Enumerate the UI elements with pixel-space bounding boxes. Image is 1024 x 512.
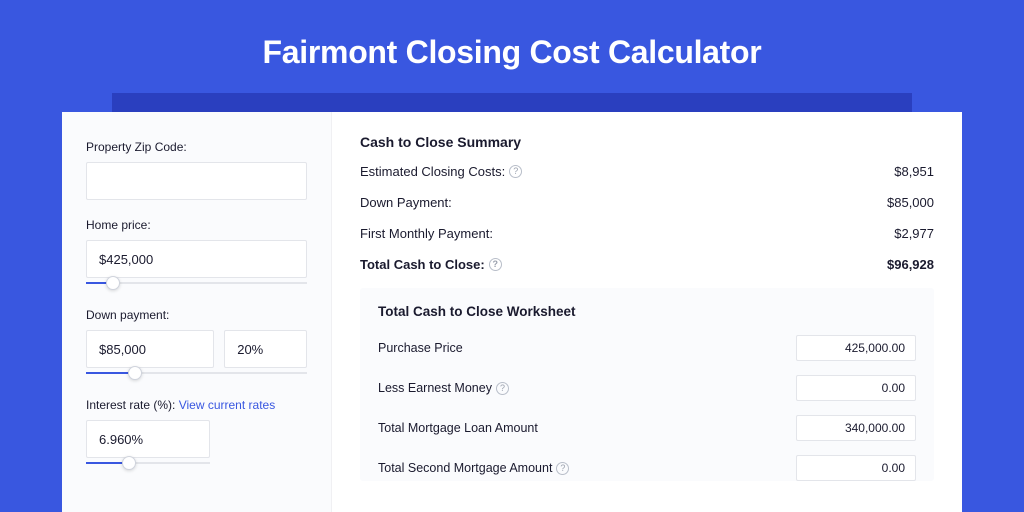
summary-row-label-text: Down Payment:: [360, 195, 452, 210]
worksheet-row-label: Less Earnest Money?: [378, 381, 509, 395]
slider-thumb[interactable]: [122, 456, 136, 470]
worksheet-row: Less Earnest Money?: [378, 375, 916, 401]
interest-input[interactable]: [86, 420, 210, 458]
interest-field-group: Interest rate (%): View current rates: [86, 398, 307, 470]
home-price-input[interactable]: [86, 240, 307, 278]
summary-row-label-text: Estimated Closing Costs:: [360, 164, 505, 179]
summary-row: Estimated Closing Costs:? $8,951: [360, 164, 934, 179]
worksheet-row-label-text: Purchase Price: [378, 341, 463, 355]
worksheet-row-label-text: Less Earnest Money: [378, 381, 492, 395]
view-rates-link[interactable]: View current rates: [179, 398, 276, 412]
worksheet-row-input[interactable]: [796, 335, 916, 361]
page-title: Fairmont Closing Cost Calculator: [263, 34, 762, 71]
help-icon[interactable]: ?: [489, 258, 502, 271]
home-price-field-group: Home price:: [86, 218, 307, 290]
zip-label: Property Zip Code:: [86, 140, 307, 154]
summary-row: Total Cash to Close:? $96,928: [360, 257, 934, 272]
summary-row: First Monthly Payment: $2,977: [360, 226, 934, 241]
interest-label: Interest rate (%): View current rates: [86, 398, 307, 412]
worksheet-row-input[interactable]: [796, 415, 916, 441]
down-payment-label: Down payment:: [86, 308, 307, 322]
panel-shadow-bar: [112, 93, 912, 112]
summary-row-label: First Monthly Payment:: [360, 226, 493, 241]
summary-row-value: $2,977: [894, 226, 934, 241]
worksheet-row-input[interactable]: [796, 375, 916, 401]
home-price-slider[interactable]: [86, 276, 307, 290]
slider-thumb[interactable]: [106, 276, 120, 290]
down-payment-field-group: Down payment:: [86, 308, 307, 380]
summary-row-value: $96,928: [887, 257, 934, 272]
worksheet-row-input[interactable]: [796, 455, 916, 481]
summary-row-label: Total Cash to Close:?: [360, 257, 502, 272]
worksheet-row: Purchase Price: [378, 335, 916, 361]
worksheet-rows: Purchase Price Less Earnest Money? Total M…: [378, 335, 916, 481]
worksheet-row-label: Total Mortgage Loan Amount: [378, 421, 538, 435]
summary-title: Cash to Close Summary: [360, 134, 934, 150]
zip-field-group: Property Zip Code:: [86, 140, 307, 200]
summary-row-label: Down Payment:: [360, 195, 452, 210]
summary-row-label: Estimated Closing Costs:?: [360, 164, 522, 179]
summary-row-label-text: First Monthly Payment:: [360, 226, 493, 241]
help-icon[interactable]: ?: [496, 382, 509, 395]
calculator-panel: Property Zip Code: Home price: Down paym…: [62, 112, 962, 512]
down-payment-input[interactable]: [86, 330, 214, 368]
worksheet-row: Total Second Mortgage Amount?: [378, 455, 916, 481]
worksheet-row-label: Total Second Mortgage Amount?: [378, 461, 569, 475]
home-price-label: Home price:: [86, 218, 307, 232]
zip-input[interactable]: [86, 162, 307, 200]
summary-row: Down Payment: $85,000: [360, 195, 934, 210]
summary-row-label-text: Total Cash to Close:: [360, 257, 485, 272]
worksheet-row-label-text: Total Mortgage Loan Amount: [378, 421, 538, 435]
interest-slider[interactable]: [86, 456, 210, 470]
results-main: Cash to Close Summary Estimated Closing …: [332, 112, 962, 512]
down-payment-slider[interactable]: [86, 366, 307, 380]
summary-row-value: $8,951: [894, 164, 934, 179]
inputs-sidebar: Property Zip Code: Home price: Down paym…: [62, 112, 332, 512]
worksheet-row: Total Mortgage Loan Amount: [378, 415, 916, 441]
worksheet-title: Total Cash to Close Worksheet: [378, 304, 916, 319]
worksheet-row-label-text: Total Second Mortgage Amount: [378, 461, 552, 475]
worksheet-row-label: Purchase Price: [378, 341, 463, 355]
help-icon[interactable]: ?: [556, 462, 569, 475]
slider-thumb[interactable]: [128, 366, 142, 380]
down-payment-pct-input[interactable]: [224, 330, 307, 368]
summary-rows: Estimated Closing Costs:? $8,951 Down Paym…: [360, 164, 934, 272]
help-icon[interactable]: ?: [509, 165, 522, 178]
interest-label-text: Interest rate (%):: [86, 398, 175, 412]
summary-row-value: $85,000: [887, 195, 934, 210]
worksheet-panel: Total Cash to Close Worksheet Purchase P…: [360, 288, 934, 481]
